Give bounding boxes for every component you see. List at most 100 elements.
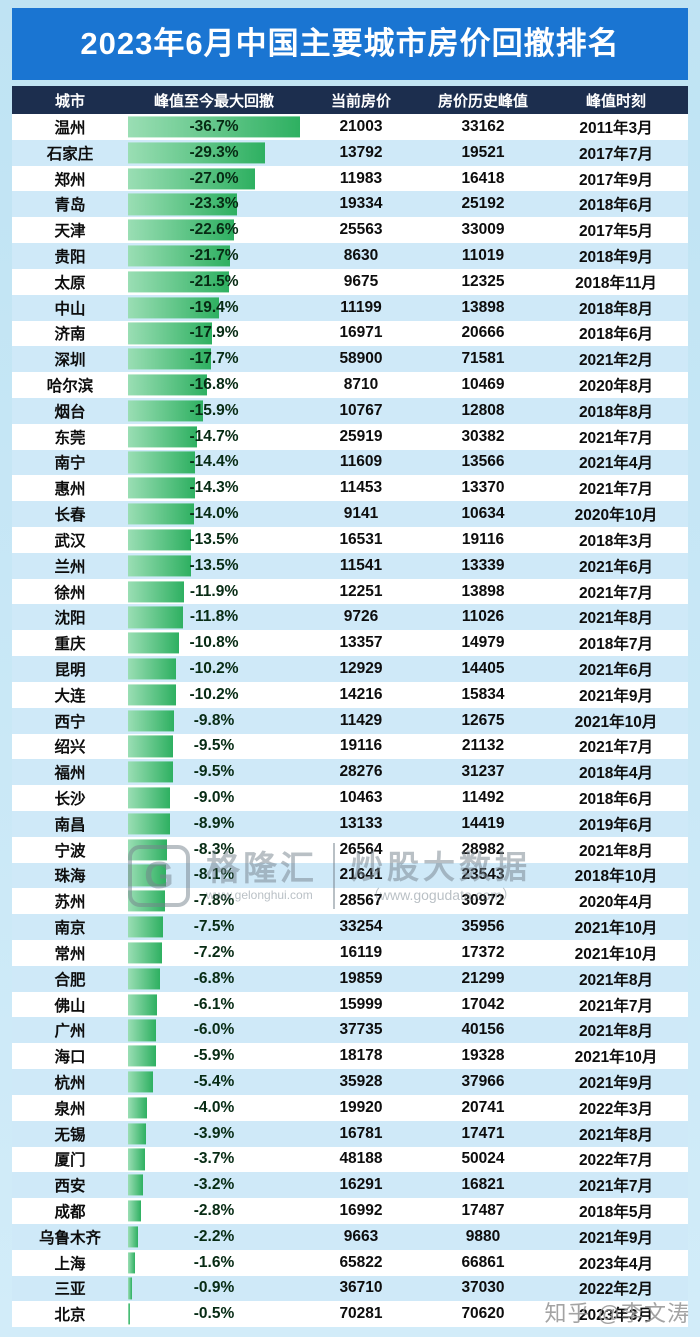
current-price-cell: 16992 [339,1202,383,1220]
peak-time-cell: 2018年6月 [578,326,654,344]
drawdown-label: -27.0% [189,169,239,187]
peak-price-cell: 15834 [461,685,505,703]
drawdown-cell: -15.9% [128,398,300,424]
current-price-cell: 26564 [339,840,383,858]
table-row: 南昌 -8.9% 13133 14419 2019年6月 [12,810,688,837]
table-row: 青岛 -23.3% 19334 25192 2018年6月 [12,191,688,218]
peak-price-cell: 14405 [461,659,505,677]
city-cell: 太原 [54,274,86,292]
drawdown-label: -3.7% [193,1150,235,1168]
peak-price-cell: 70620 [461,1305,505,1323]
drawdown-bar [128,813,170,835]
table-row: 贵阳 -21.7% 8630 11019 2018年9月 [12,243,688,269]
table-row: 珠海 -8.1% 21641 23543 2018年10月 [12,862,688,889]
drawdown-label: -29.3% [189,143,239,161]
current-price-cell: 12929 [339,659,383,677]
current-price-cell: 15999 [339,995,383,1013]
header-city: 城市 [54,92,85,110]
peak-price-cell: 37030 [461,1279,505,1297]
peak-price-cell: 25192 [461,195,505,213]
peak-price-cell: 21299 [461,969,505,987]
city-cell: 西安 [54,1178,86,1196]
peak-time-cell: 2022年7月 [578,1152,654,1170]
current-price-cell: 21003 [339,117,383,135]
drawdown-label: -13.5% [189,556,239,574]
table-row: 哈尔滨 -16.8% 8710 10469 2020年8月 [12,372,688,398]
drawdown-cell: -10.2% [128,656,300,682]
drawdown-cell: -2.2% [128,1224,300,1250]
drawdown-bar [128,426,197,448]
peak-price-cell: 33162 [461,117,505,135]
current-price-cell: 11453 [339,479,383,497]
drawdown-cell: -21.7% [128,243,300,269]
drawdown-label: -1.6% [193,1253,235,1271]
current-price-cell: 13133 [339,814,383,832]
current-price-cell: 19334 [339,195,383,213]
drawdown-cell: -0.5% [128,1301,300,1327]
drawdown-label: -11.8% [189,608,239,626]
drawdown-bar [128,916,164,938]
drawdown-bar [128,684,176,706]
drawdown-bar [128,658,176,680]
peak-price-cell: 16418 [461,169,505,187]
peak-time-cell: 2011年3月 [579,119,653,137]
drawdown-bar [128,322,212,344]
peak-price-cell: 19521 [461,143,505,161]
current-price-cell: 16119 [339,943,383,961]
table-row: 海口 -5.9% 18178 19328 2021年10月 [12,1043,688,1070]
table-row: 上海 -1.6% 65822 66861 2023年4月 [12,1249,688,1276]
city-cell: 惠州 [54,481,86,499]
peak-time-cell: 2021年8月 [578,842,654,860]
current-price-cell: 14216 [339,685,383,703]
city-cell: 三亚 [54,1281,86,1299]
drawdown-bar [128,348,211,370]
table-row: 沈阳 -11.8% 9726 11026 2021年8月 [12,604,688,631]
drawdown-bar [128,1252,136,1274]
current-price-cell: 36710 [339,1279,383,1297]
city-cell: 兰州 [54,558,86,576]
table-row: 绍兴 -9.5% 19116 21132 2021年7月 [12,733,688,760]
drawdown-bar [128,580,184,603]
drawdown-bar [128,245,230,267]
peak-time-cell: 2021年8月 [578,971,654,989]
table-row: 重庆 -10.8% 13357 14979 2018年7月 [12,630,688,657]
peak-time-cell: 2021年6月 [578,661,654,679]
drawdown-label: -14.4% [189,453,239,471]
peak-price-cell: 11019 [461,246,505,264]
drawdown-cell: -23.3% [128,191,300,217]
table-row: 杭州 -5.4% 35928 37966 2021年9月 [12,1069,688,1095]
peak-price-cell: 13370 [461,479,505,497]
drawdown-label: -8.9% [193,814,235,832]
drawdown-label: -3.9% [193,1124,235,1142]
city-cell: 长沙 [54,791,86,809]
drawdown-cell: -6.1% [128,992,300,1018]
drawdown-bar [128,632,179,654]
peak-time-cell: 2018年7月 [578,636,654,654]
city-cell: 杭州 [54,1074,86,1092]
peak-time-cell: 2021年9月 [578,687,654,705]
peak-price-cell: 19328 [461,1047,505,1065]
peak-price-cell: 14979 [461,634,505,652]
peak-time-cell: 2017年9月 [578,171,654,189]
peak-price-cell: 10469 [461,376,505,394]
drawdown-label: -19.4% [189,298,239,316]
drawdown-cell: -1.6% [128,1250,300,1276]
table-row: 济南 -17.9% 16971 20666 2018年6月 [12,320,688,347]
table-row: 大连 -10.2% 14216 15834 2021年9月 [12,681,688,708]
peak-price-cell: 33009 [461,221,505,239]
drawdown-bar [128,1148,146,1170]
city-cell: 贵阳 [54,248,86,266]
peak-time-cell: 2021年4月 [578,455,654,473]
drawdown-label: -2.2% [193,1227,235,1245]
drawdown-label: -3.2% [193,1176,235,1194]
current-price-cell: 19116 [339,737,383,755]
drawdown-label: -22.6% [189,221,239,239]
peak-time-cell: 2018年10月 [574,868,658,886]
city-cell: 长春 [54,507,86,525]
drawdown-cell: -7.8% [128,888,300,914]
table-row: 南京 -7.5% 33254 35956 2021年10月 [12,914,688,940]
city-cell: 绍兴 [54,739,86,757]
table-row: 惠州 -14.3% 11453 13370 2021年7月 [12,475,688,502]
city-cell: 乌鲁木齐 [38,1229,101,1247]
current-price-cell: 16531 [339,530,383,548]
